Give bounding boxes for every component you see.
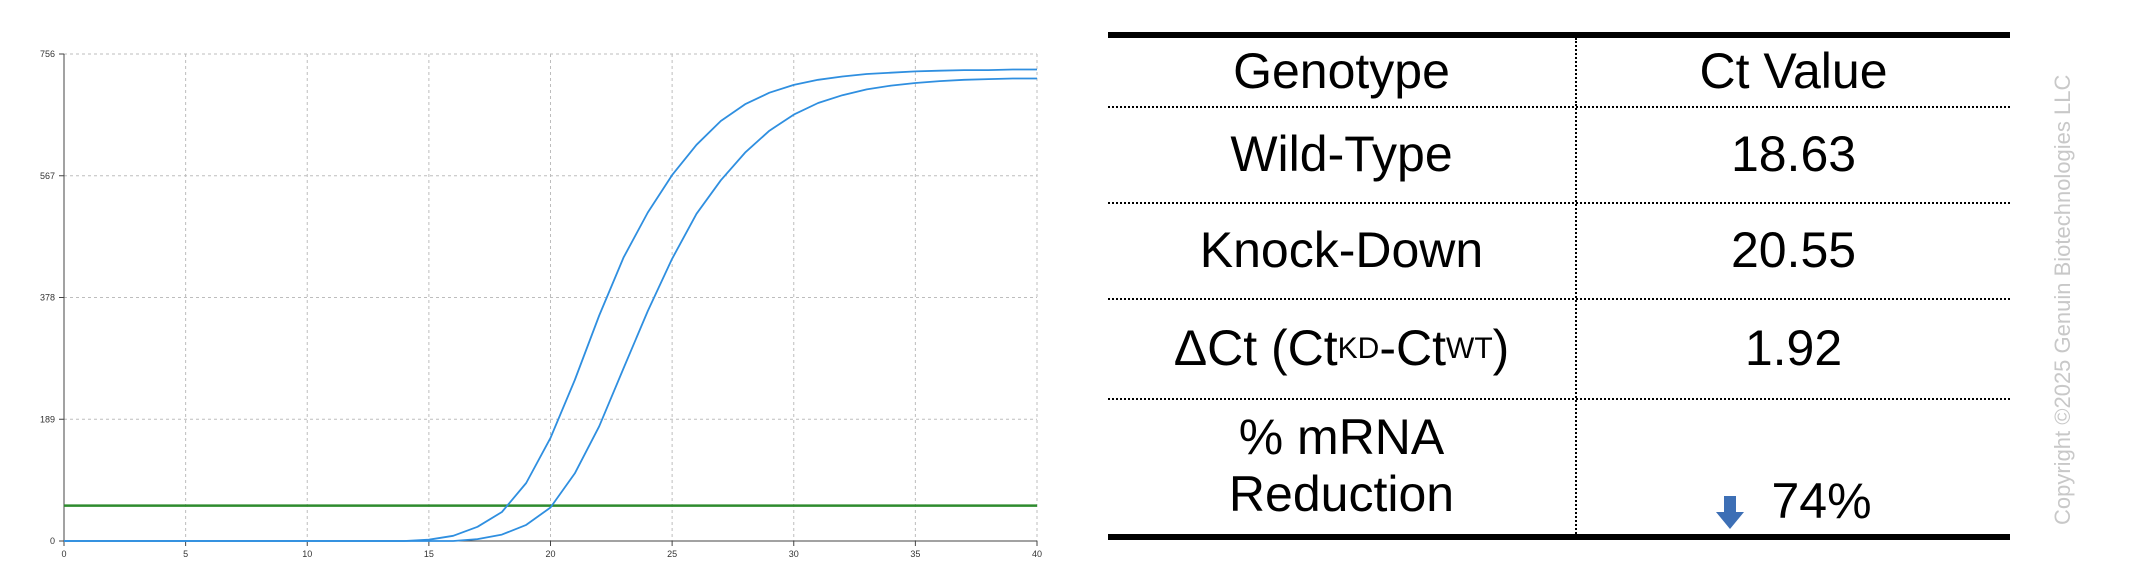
ct-value-cell: 20.55 [1730,222,1857,279]
ct-value-cell: 18.63 [1730,126,1857,183]
x-tick-label: 25 [667,549,677,559]
table-row-knock-down: Knock-Down 20.55 [1108,204,2010,300]
table-row-delta-ct: ΔCt (Ct KD -Ct WT) 1.92 [1108,300,2010,400]
y-tick-label: 567 [40,171,55,181]
amplification-chart: 0 5 10 15 20 25 30 35 40 0 189 378 567 756 [40,49,1042,559]
y-tick-label: 0 [50,536,55,546]
x-tick-label: 35 [910,549,920,559]
delta-ct-label: ΔCt (Ct KD -Ct WT) [1108,300,1577,398]
table-row-reduction: % mRNA Reduction 74% [1108,400,2010,534]
y-tick-label: 189 [40,414,55,424]
delta-ct-value: 1.92 [1744,320,1843,377]
reduction-value: 74% [1771,472,1872,529]
reduction-value-cell: 74% [1577,400,2010,534]
x-tick-label: 20 [545,549,555,559]
x-tick-label: 10 [302,549,312,559]
delta-ct-prefix: ΔCt (Ct [1173,320,1338,377]
reduction-label: % mRNA Reduction [1108,400,1577,534]
delta-ct-sub-wt: WT [1446,331,1493,365]
delta-ct-suffix: ) [1492,320,1510,377]
y-tick-label: 378 [40,293,55,303]
amplification-curve-1 [64,68,1037,542]
table-header-row: Genotype Ct Value [1108,38,2010,108]
table-row-wild-type: Wild-Type 18.63 [1108,108,2010,204]
header-ct-value: Ct Value [1699,43,1888,100]
genotype-cell: Knock-Down [1108,204,1577,298]
header-genotype: Genotype [1108,38,1577,106]
x-tick-label: 5 [183,549,188,559]
down-arrow-icon [1716,496,1745,529]
x-tick-label: 15 [424,549,434,559]
delta-ct-sub-kd: KD [1337,331,1380,365]
genotype-cell: Wild-Type [1108,108,1577,202]
x-tick-label: 30 [789,549,799,559]
x-tick-label: 0 [61,549,66,559]
x-tick-label: 40 [1032,549,1042,559]
copyright-notice: Copyright ©2025 Genuin Biotechnologies L… [2050,74,2075,525]
y-tick-label: 756 [40,49,55,59]
delta-ct-mid: -Ct [1379,320,1446,377]
ct-value-table: Genotype Ct Value Wild-Type 18.63 Knock-… [1108,32,2010,540]
amplification-curve-2 [64,77,1037,542]
